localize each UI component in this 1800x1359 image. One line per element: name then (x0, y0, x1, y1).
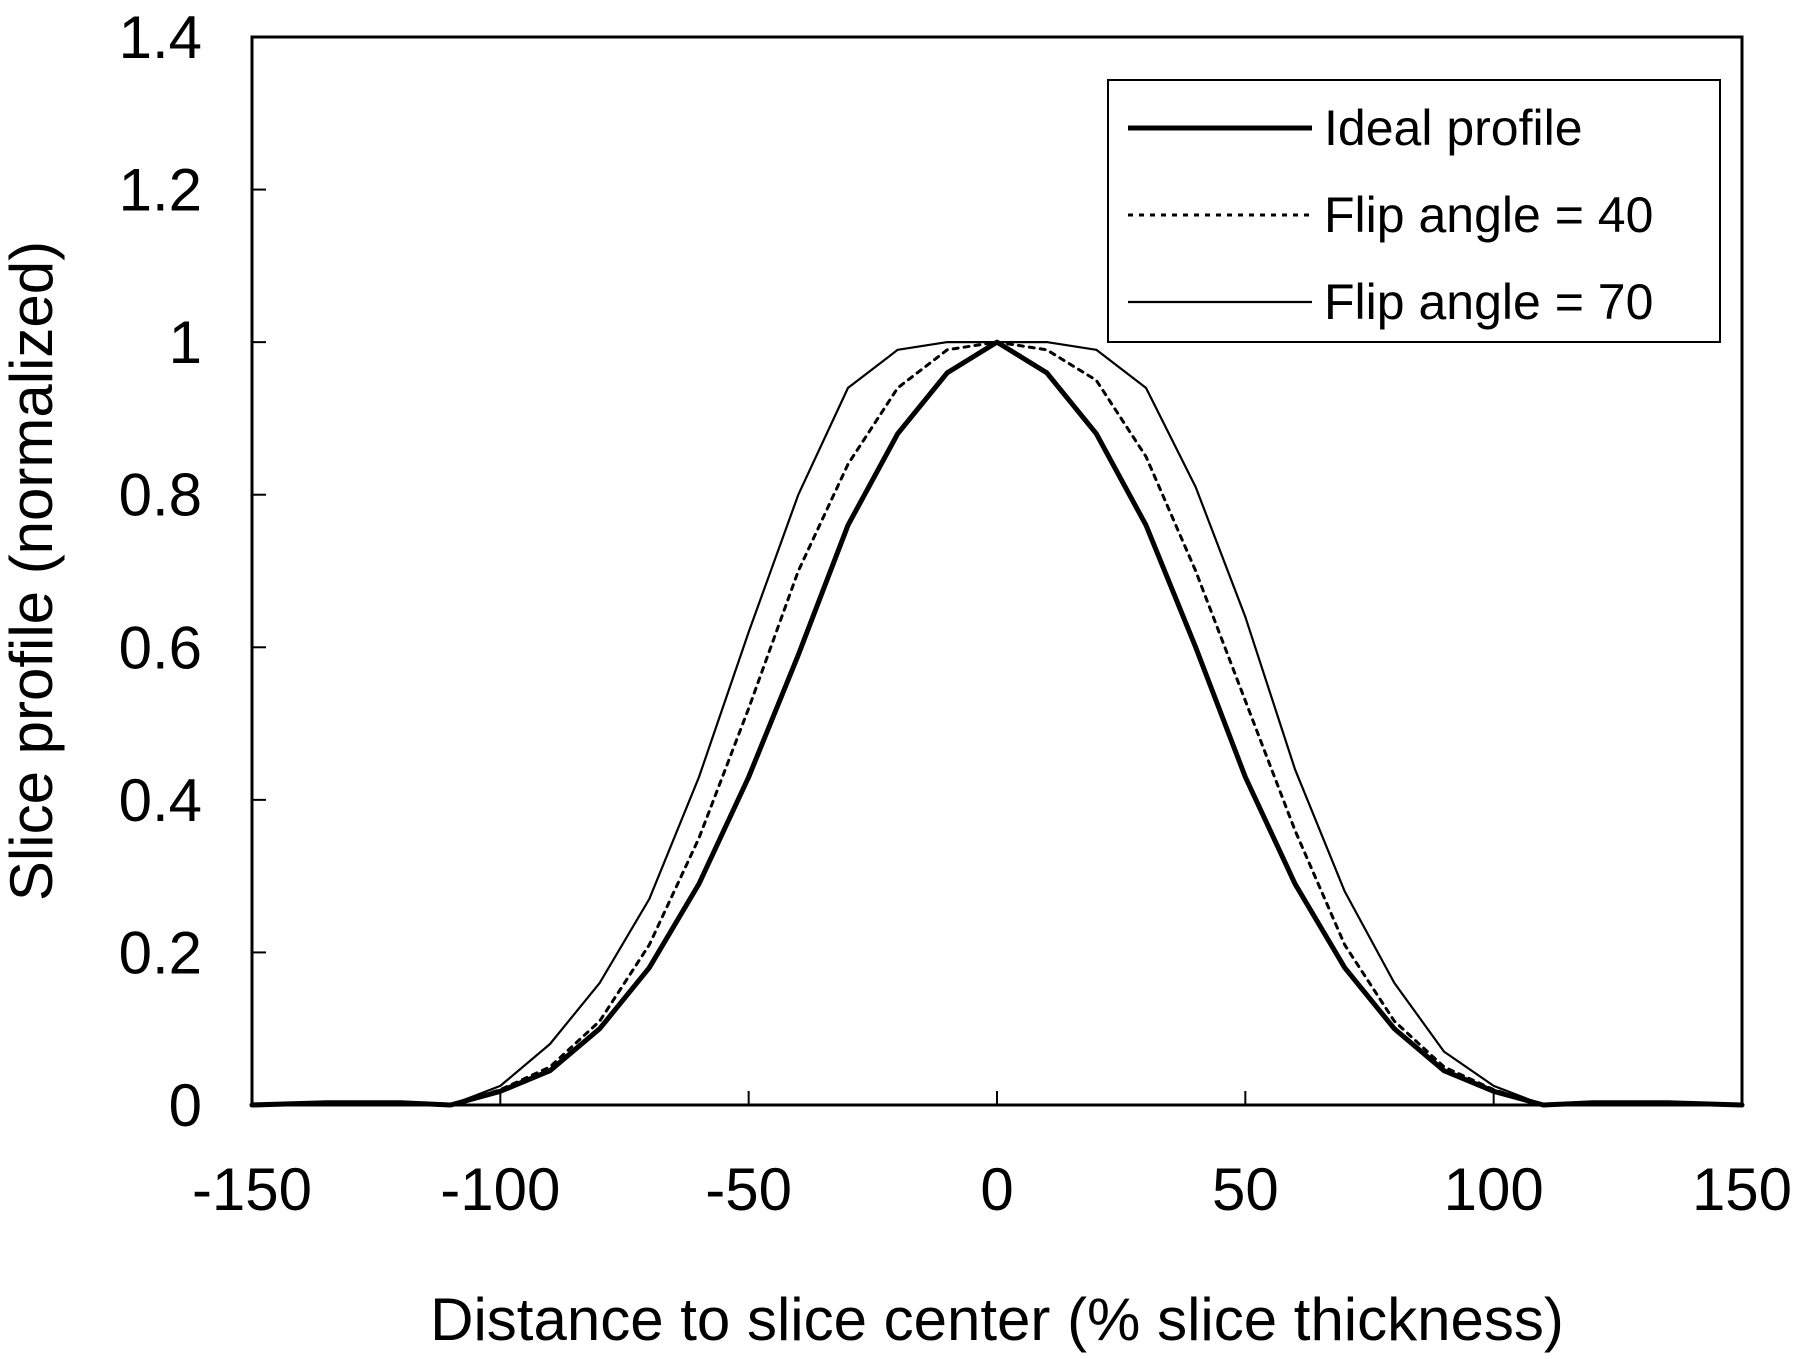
x-tick-label: 150 (1692, 1156, 1792, 1223)
y-tick-label: 0.6 (119, 614, 202, 681)
x-tick-label: 0 (980, 1156, 1013, 1223)
y-tick-label: 0.2 (119, 919, 202, 986)
x-tick-label: 100 (1444, 1156, 1544, 1223)
y-tick-label: 0 (169, 1072, 202, 1139)
y-tick-label: 1.2 (119, 157, 202, 224)
y-tick-label: 0.4 (119, 767, 202, 834)
legend-label-flip-angle-40: Flip angle = 40 (1324, 187, 1653, 243)
x-tick-label: 50 (1212, 1156, 1279, 1223)
x-axis: -150 -100 -50 0 50 100 150 (192, 1091, 1792, 1223)
x-tick-label: -100 (440, 1156, 560, 1223)
legend-box (1107, 79, 1721, 343)
x-tick-label: -50 (705, 1156, 792, 1223)
y-axis: 0 0.2 0.4 0.6 0.8 1 1.2 1.4 (119, 4, 266, 1139)
x-tick-label: -150 (192, 1156, 312, 1223)
legend-label-flip-angle-70: Flip angle = 70 (1324, 274, 1653, 330)
legend: Ideal profile Flip angle = 40 Flip angle… (1107, 79, 1721, 343)
y-tick-label: 1 (169, 309, 202, 376)
legend-label-ideal-profile: Ideal profile (1324, 100, 1583, 156)
x-axis-title: Distance to slice center (% slice thickn… (430, 1286, 1564, 1353)
series-layer (249, 339, 1745, 1108)
y-axis-title: Slice profile (normalized) (0, 241, 65, 901)
series-line-2 (250, 341, 1744, 1107)
y-tick-label: 0.8 (119, 462, 202, 529)
y-tick-label: 1.4 (119, 4, 202, 71)
